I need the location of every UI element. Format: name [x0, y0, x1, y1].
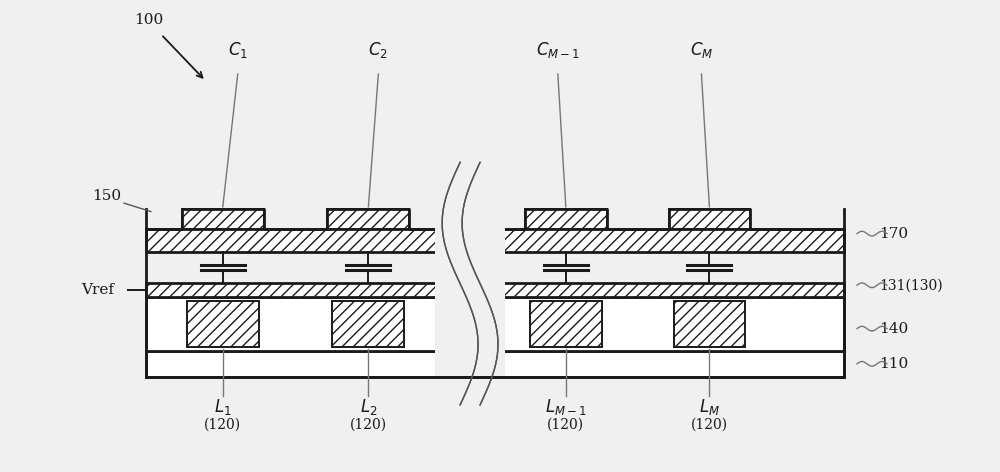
- Bar: [187, 301, 259, 347]
- Bar: [669, 209, 750, 229]
- Bar: [146, 283, 844, 297]
- Text: (120): (120): [350, 418, 387, 432]
- Text: 110: 110: [879, 357, 908, 371]
- Text: (120): (120): [691, 418, 728, 432]
- Text: $C_1$: $C_1$: [228, 40, 248, 60]
- Bar: [146, 297, 844, 351]
- Text: 140: 140: [879, 322, 908, 336]
- Bar: [674, 301, 745, 347]
- Bar: [327, 209, 409, 229]
- Text: $L_M$: $L_M$: [699, 396, 720, 417]
- Bar: [146, 351, 844, 377]
- Text: 131(130): 131(130): [879, 278, 943, 292]
- Text: Vref: Vref: [81, 283, 114, 297]
- Bar: [435, 210, 505, 376]
- Text: $C_{M-1}$: $C_{M-1}$: [536, 40, 580, 60]
- Text: $C_M$: $C_M$: [690, 40, 713, 60]
- Bar: [182, 209, 264, 229]
- Text: (120): (120): [204, 418, 241, 432]
- Text: 150: 150: [92, 189, 121, 203]
- Text: $C_2$: $C_2$: [368, 40, 388, 60]
- Text: (120): (120): [547, 418, 584, 432]
- Bar: [146, 229, 844, 253]
- Text: 170: 170: [879, 227, 908, 241]
- Text: 100: 100: [134, 13, 164, 27]
- Text: $L_1$: $L_1$: [214, 396, 232, 417]
- Bar: [332, 301, 404, 347]
- Text: $L_2$: $L_2$: [360, 396, 377, 417]
- Bar: [530, 301, 602, 347]
- Text: $L_{M-1}$: $L_{M-1}$: [545, 396, 587, 417]
- Bar: [525, 209, 607, 229]
